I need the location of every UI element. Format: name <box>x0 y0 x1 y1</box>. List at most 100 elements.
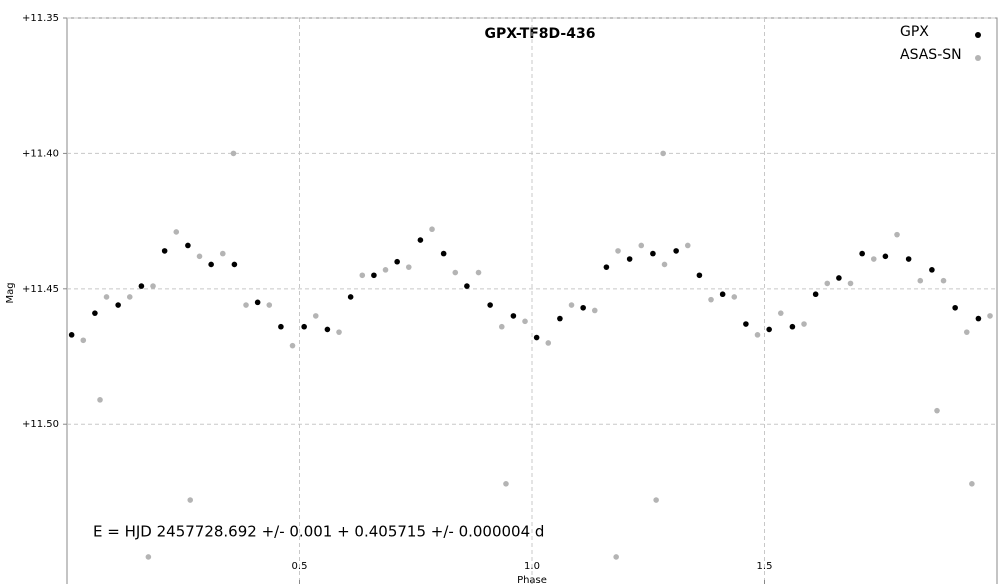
data-point <box>626 256 633 262</box>
data-point <box>382 267 389 273</box>
data-point <box>789 323 796 330</box>
data-point <box>452 269 459 276</box>
data-point <box>498 323 505 330</box>
data-point <box>289 342 296 349</box>
data-point <box>92 310 98 316</box>
data-point <box>801 321 807 327</box>
data-point <box>336 329 342 335</box>
data-point <box>987 313 993 319</box>
data-point <box>97 397 103 403</box>
y-tick-label: +11.35 <box>22 13 59 24</box>
data-point <box>208 261 214 268</box>
y-tick-label: +11.45 <box>22 284 59 295</box>
data-point <box>963 329 970 335</box>
data-point <box>661 261 668 268</box>
data-point <box>766 326 772 333</box>
data-point <box>231 261 238 268</box>
data-point <box>870 256 877 262</box>
data-point <box>905 256 912 262</box>
data-point <box>185 242 191 249</box>
data-point <box>975 315 982 322</box>
data-point <box>254 299 261 306</box>
data-point <box>812 291 819 298</box>
data-point <box>440 250 447 257</box>
data-point <box>230 150 237 157</box>
data-point <box>731 294 738 300</box>
y-tick-label: +11.50 <box>22 419 59 430</box>
data-point <box>743 321 749 327</box>
data-point <box>847 280 854 287</box>
data-point <box>510 313 517 319</box>
data-point <box>80 337 87 344</box>
data-point <box>138 283 145 289</box>
legend-marker <box>975 55 981 61</box>
data-point <box>615 248 621 254</box>
data-point <box>150 283 156 289</box>
data-point <box>503 480 509 487</box>
data-point <box>568 302 575 308</box>
data-point <box>196 253 203 260</box>
x-tick-label: 1.5 <box>757 561 773 572</box>
data-point <box>580 304 586 311</box>
data-point <box>522 318 528 325</box>
data-point <box>719 291 726 298</box>
data-point <box>429 226 435 233</box>
data-point <box>487 302 493 308</box>
data-point <box>557 315 563 322</box>
data-point <box>545 340 552 346</box>
data-point <box>103 294 110 300</box>
data-point <box>301 323 307 330</box>
data-point <box>359 272 366 279</box>
data-point <box>278 323 284 330</box>
legend-label: GPX <box>900 24 929 40</box>
data-point <box>126 294 133 300</box>
data-point <box>824 280 831 287</box>
data-point <box>266 302 273 308</box>
data-point <box>934 407 940 414</box>
data-point <box>708 296 714 303</box>
data-point <box>312 313 319 319</box>
data-point <box>952 304 958 311</box>
data-point <box>417 237 424 243</box>
annotation: E = HJD 2457728.692 +/- 0.001 + 0.405715… <box>93 523 544 541</box>
data-point <box>894 231 900 238</box>
data-point <box>969 480 975 487</box>
x-tick-label: 0.5 <box>292 561 308 572</box>
legend-marker <box>975 32 981 38</box>
chart-title: GPX-TF8D-436 <box>485 26 596 42</box>
data-point <box>115 302 121 308</box>
data-point <box>650 250 656 257</box>
data-point <box>347 294 354 300</box>
data-point <box>754 332 761 338</box>
data-point <box>882 253 889 260</box>
data-point <box>929 267 935 273</box>
data-point <box>940 277 947 284</box>
data-point <box>591 307 598 314</box>
data-point <box>187 497 194 503</box>
x-tick-label: 1.0 <box>524 561 540 572</box>
data-point <box>475 269 482 276</box>
data-point <box>859 250 865 257</box>
y-axis-label: Mag <box>5 282 16 303</box>
data-point <box>777 310 784 316</box>
data-point <box>638 242 645 249</box>
data-point <box>684 242 691 249</box>
data-point <box>696 272 703 279</box>
data-point <box>394 258 400 265</box>
data-point <box>613 554 619 560</box>
data-point <box>653 497 659 503</box>
data-point <box>68 332 75 338</box>
data-point <box>405 264 412 270</box>
data-point <box>324 326 331 333</box>
legend-label: ASAS-SN <box>900 47 962 63</box>
data-point <box>173 229 180 235</box>
data-point <box>660 150 666 157</box>
data-point <box>243 302 249 308</box>
y-tick-label: +11.40 <box>22 148 59 159</box>
data-point <box>603 264 610 270</box>
data-point <box>464 283 470 289</box>
data-point <box>836 275 842 281</box>
data-point <box>371 272 377 279</box>
